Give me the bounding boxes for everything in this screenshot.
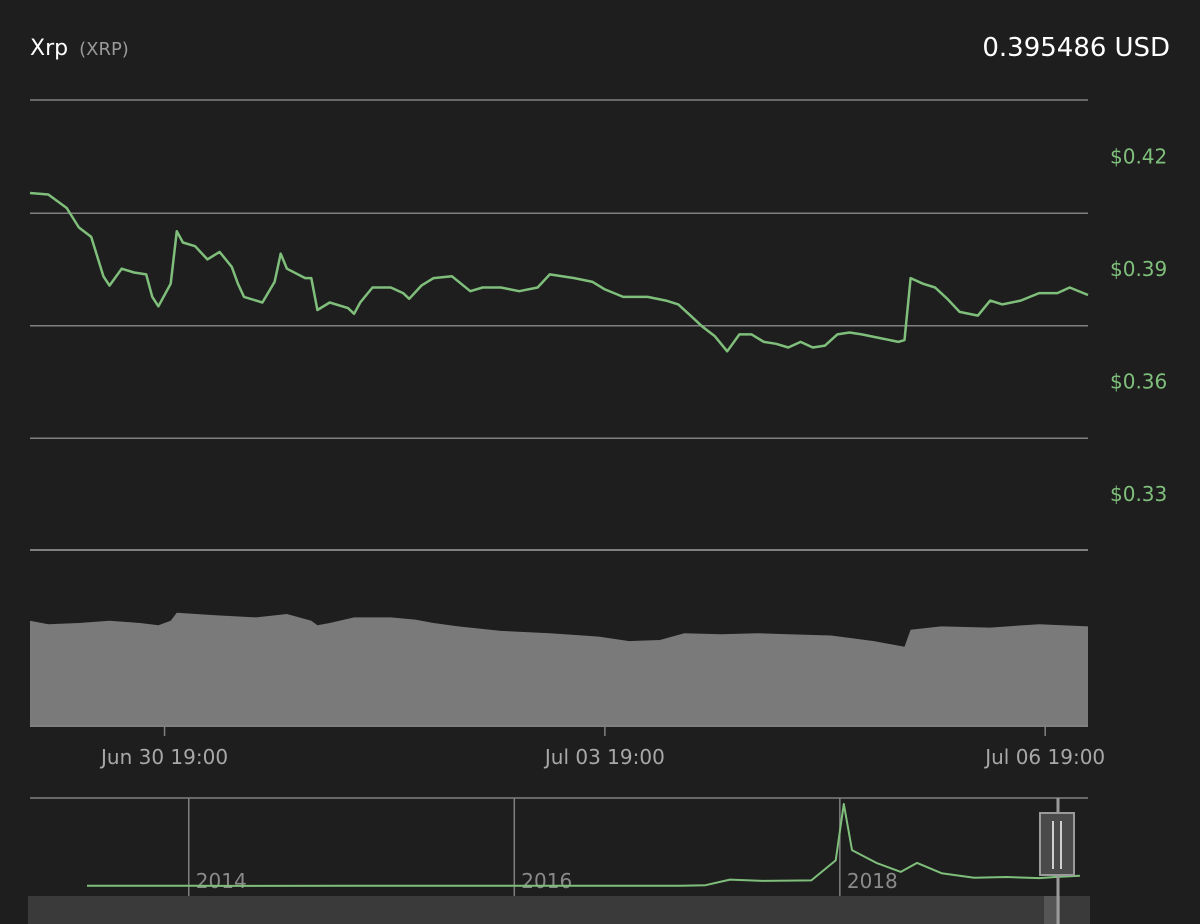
y-tick-label: $0.36 bbox=[1110, 369, 1167, 393]
x-axis: Jun 30 19:00 Jul 03 19:00 Jul 06 19:00 bbox=[99, 726, 1105, 769]
navigator-year-label: 2018 bbox=[847, 869, 898, 893]
navigator-scrollbar-thumb[interactable] bbox=[1044, 896, 1060, 924]
y-tick-label: $0.39 bbox=[1110, 257, 1167, 281]
x-tick-label: Jul 06 19:00 bbox=[983, 745, 1105, 769]
volume-area bbox=[30, 612, 1088, 727]
grid-lines bbox=[30, 99, 1088, 551]
navigator-line bbox=[87, 803, 1080, 887]
price-value: 0.395486 bbox=[982, 33, 1107, 63]
coin-name: Xrp bbox=[30, 36, 69, 61]
navigator-year-label: 2014 bbox=[196, 869, 247, 893]
coin-symbol: (XRP) bbox=[79, 39, 129, 60]
price-line[interactable] bbox=[29, 191, 1089, 353]
y-tick-label: $0.33 bbox=[1110, 482, 1167, 506]
volume-area-fill bbox=[30, 612, 1088, 726]
x-tick-label: Jul 03 19:00 bbox=[543, 745, 665, 769]
navigator-scrollbar-track[interactable] bbox=[28, 896, 1090, 924]
y-tick-label: $0.42 bbox=[1110, 144, 1167, 168]
y-axis-labels: $0.42 $0.39 $0.36 $0.33 bbox=[1110, 144, 1167, 506]
navigator-handle[interactable] bbox=[1039, 812, 1075, 876]
current-price: 0.395486 USD bbox=[982, 33, 1170, 63]
price-series[interactable] bbox=[29, 191, 1089, 353]
x-tick-label: Jun 30 19:00 bbox=[99, 745, 228, 769]
navigator[interactable]: 2014 2016 2018 bbox=[28, 797, 1090, 924]
price-currency: USD bbox=[1114, 33, 1170, 63]
chart-title: Xrp (XRP) bbox=[30, 36, 129, 68]
navigator-year-label: 2016 bbox=[521, 869, 572, 893]
